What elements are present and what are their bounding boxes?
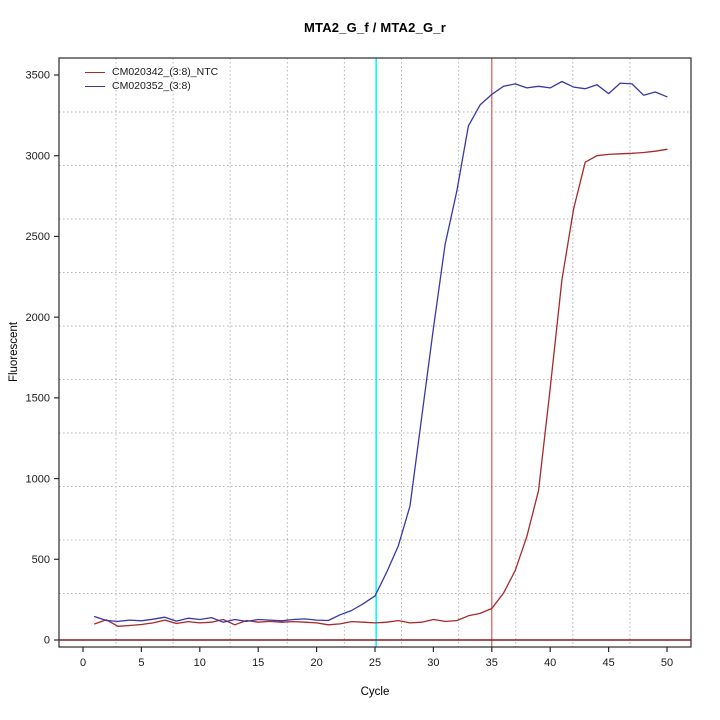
- plot-box: [58, 57, 692, 648]
- legend-line-swatch: [85, 85, 105, 87]
- y-tick-label: 500: [32, 554, 50, 566]
- y-tick-label: 0: [44, 635, 50, 647]
- y-tick-label: 3500: [26, 70, 50, 82]
- grid-lines: [59, 58, 691, 647]
- legend-entry: CM020342_(3:8)_NTC: [85, 65, 218, 79]
- x-tick-label: 15: [252, 657, 264, 669]
- x-axis: 0 5 10 15 20 25 30 35 40 45 50: [80, 647, 673, 669]
- legend-entry: CM020352_(3:8): [85, 79, 218, 93]
- x-tick-label: 25: [369, 657, 381, 669]
- x-tick-label: 30: [427, 657, 439, 669]
- x-tick-label: 20: [310, 657, 322, 669]
- legend-label: CM020352_(3:8): [112, 80, 191, 92]
- legend: CM020342_(3:8)_NTC CM020352_(3:8): [85, 65, 218, 93]
- y-axis: 0 500 1000 1500 2000 2500 3000 3500: [26, 70, 59, 647]
- x-axis-label: Cycle: [360, 686, 390, 698]
- x-tick-label: 50: [661, 657, 673, 669]
- legend-line-swatch: [85, 71, 105, 73]
- x-tick-label: 10: [194, 657, 206, 669]
- series-line: [94, 80, 668, 623]
- y-tick-label: 2000: [26, 312, 50, 324]
- series-line: [94, 148, 668, 627]
- y-tick-label: 1000: [26, 473, 50, 485]
- x-tick-label: 45: [602, 657, 614, 669]
- y-tick-label: 1500: [26, 393, 50, 405]
- y-tick-label: 3000: [26, 150, 50, 162]
- x-tick-label: 5: [138, 657, 144, 669]
- x-tick-label: 40: [544, 657, 556, 669]
- x-tick-label: 0: [80, 657, 86, 669]
- chart-title: MTA2_G_f / MTA2_G_r: [303, 20, 446, 35]
- x-tick-label: 35: [486, 657, 498, 669]
- y-tick-label: 2500: [26, 231, 50, 243]
- legend-label: CM020342_(3:8)_NTC: [112, 66, 219, 78]
